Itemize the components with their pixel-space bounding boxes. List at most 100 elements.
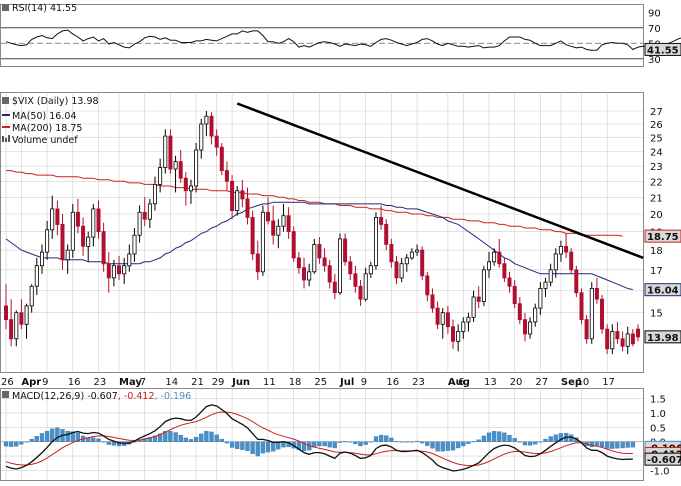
macd-hist-bar xyxy=(517,441,522,443)
macd-hist-bar xyxy=(235,441,240,450)
macd-hist-bar xyxy=(527,441,533,446)
macd-hist-bar xyxy=(240,441,245,450)
macd-hist-bar xyxy=(142,438,147,442)
macd-hist-bar xyxy=(445,441,451,451)
macd-hist-bar xyxy=(39,433,45,442)
candle xyxy=(106,252,111,293)
date-label: Jul xyxy=(339,377,354,388)
candle-body xyxy=(343,238,348,263)
macd-hist-bar xyxy=(183,437,188,442)
candle-body xyxy=(615,331,620,340)
macd-hist-bar xyxy=(24,441,29,443)
candle xyxy=(625,326,630,354)
candle xyxy=(569,248,574,274)
rsi-title: RSI(14) 41.55 xyxy=(12,3,77,14)
macd-hist-bar xyxy=(414,440,420,442)
macd-hist-bar xyxy=(399,441,404,443)
candle xyxy=(14,310,19,347)
date-label: 6 xyxy=(458,377,464,388)
date-label: 26 xyxy=(1,377,14,388)
candle xyxy=(117,255,122,280)
rsi-legend: RSI(14) 41.55 xyxy=(2,3,77,14)
candle xyxy=(194,142,199,193)
candle xyxy=(137,205,142,243)
macd-hist-bar xyxy=(610,441,615,449)
macd-hist-bar xyxy=(116,441,122,447)
candle-body xyxy=(548,269,553,283)
ma50-legend: MA(50) 16.04 xyxy=(12,111,76,122)
candle xyxy=(132,228,137,262)
macd-hist-bar xyxy=(101,441,106,443)
candle xyxy=(188,179,193,204)
candle xyxy=(476,286,481,309)
candle-body xyxy=(235,190,240,212)
price-flag: 13.98 xyxy=(644,330,681,344)
macd-hist-bar xyxy=(301,441,307,452)
macd-title: MACD(12,26,9) xyxy=(12,391,84,402)
volume-legend: Volume undef xyxy=(12,135,78,146)
candle-body xyxy=(379,216,384,225)
candle-body xyxy=(271,220,276,236)
candle-body xyxy=(528,321,533,335)
candle-body xyxy=(610,331,615,350)
candle xyxy=(101,222,106,272)
candle-body xyxy=(564,245,569,253)
candle xyxy=(630,329,635,347)
candle-body xyxy=(440,312,445,325)
candle-body xyxy=(399,263,404,279)
candle xyxy=(91,203,96,247)
candle xyxy=(502,257,507,283)
candle-body xyxy=(594,287,599,300)
macd-hist-bar xyxy=(188,439,194,442)
candle-body xyxy=(209,115,214,137)
candle-body xyxy=(245,198,250,218)
svg-text:-0.607: -0.607 xyxy=(647,455,681,466)
candle-body xyxy=(65,249,70,261)
macd-hist-bar xyxy=(19,441,24,445)
candle xyxy=(409,248,414,260)
candle xyxy=(265,197,270,225)
ma200-legend: MA(200) 18.75 xyxy=(12,123,82,134)
candle xyxy=(317,237,322,264)
candle xyxy=(286,207,291,239)
price-tick: 27 xyxy=(650,107,663,118)
candle-body xyxy=(373,216,378,267)
price-tick: 24 xyxy=(650,147,663,158)
candle-body xyxy=(492,251,497,263)
macd-tick: -1.0 xyxy=(650,466,670,477)
candle-body xyxy=(420,249,425,277)
candle xyxy=(147,198,152,229)
candle-body xyxy=(194,149,199,187)
price-value-flags: 18.75 16.04 13.98 xyxy=(644,229,681,344)
macd-hist-bar xyxy=(111,441,117,446)
date-label: 23 xyxy=(412,377,425,388)
candle-body xyxy=(219,146,224,171)
candle xyxy=(86,231,91,262)
date-label: Apr xyxy=(21,377,41,388)
candle-body xyxy=(45,229,50,253)
candle xyxy=(461,317,466,339)
candle-body xyxy=(307,271,312,281)
candle-body xyxy=(168,135,173,170)
candle xyxy=(307,263,312,287)
candle-body xyxy=(55,208,60,225)
candle-body xyxy=(358,285,363,300)
macd-legend-signal: -0.412 xyxy=(124,391,155,402)
candle-body xyxy=(317,244,322,259)
candle xyxy=(209,112,214,145)
date-label: 14 xyxy=(165,377,178,388)
macd-hist-bar xyxy=(245,441,250,452)
macd-hist-bar xyxy=(44,430,50,442)
candle-body xyxy=(91,208,96,238)
macd-hist-bar xyxy=(229,441,235,448)
svg-text:41.55: 41.55 xyxy=(647,45,679,56)
date-label: 23 xyxy=(94,377,107,388)
candle-body xyxy=(86,236,91,247)
date-label: 10 xyxy=(577,377,590,388)
candle-body xyxy=(40,251,45,267)
macd-hist-bar xyxy=(168,431,173,442)
macd-hist-bar xyxy=(322,441,327,447)
date-label: 27 xyxy=(535,377,548,388)
candle-body xyxy=(605,328,610,350)
macd-hist-bar xyxy=(342,441,348,443)
